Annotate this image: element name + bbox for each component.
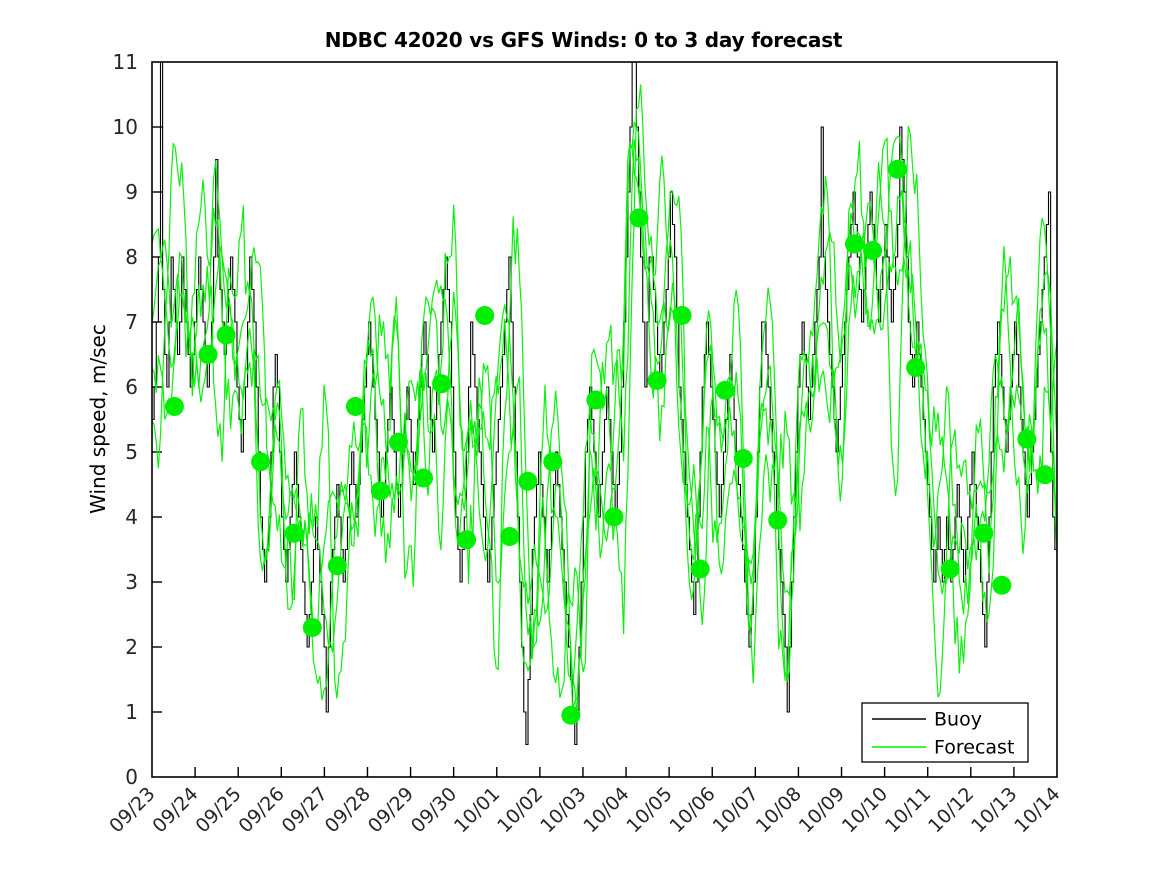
daily-mean-marker bbox=[414, 468, 433, 488]
y-tick-label: 6 bbox=[125, 375, 138, 399]
x-tick-label: 09/23 bbox=[105, 783, 159, 837]
daily-mean-marker bbox=[164, 397, 184, 416]
daily-mean-marker bbox=[543, 452, 563, 472]
daily-mean-marker bbox=[733, 449, 753, 468]
y-tick-label: 3 bbox=[125, 570, 138, 594]
x-tick-label: 09/30 bbox=[407, 783, 461, 837]
daily-mean-marker bbox=[940, 559, 960, 579]
x-tick-label: 09/27 bbox=[278, 783, 332, 837]
daily-mean-marker bbox=[888, 159, 908, 179]
legend-label-forecast: Forecast bbox=[934, 737, 1014, 759]
forecast-trace-lead-3 bbox=[152, 84, 1057, 699]
x-tick-label: 10/01 bbox=[450, 783, 504, 837]
daily-mean-marker bbox=[768, 510, 788, 530]
forecast-series-lines bbox=[152, 84, 1057, 716]
y-axis-ticks: 0 1 2 3 4 5 6 7 8 9 10 11 bbox=[113, 50, 162, 789]
daily-mean-marker bbox=[863, 241, 883, 260]
daily-mean-marker bbox=[327, 556, 347, 576]
daily-mean-marker bbox=[389, 432, 408, 452]
daily-mean-marker bbox=[216, 325, 236, 345]
daily-mean-marker bbox=[586, 390, 606, 410]
buoy-series-line bbox=[152, 62, 1057, 746]
y-tick-label: 7 bbox=[125, 310, 138, 334]
daily-mean-marker bbox=[690, 559, 710, 579]
daily-mean-marker bbox=[906, 358, 926, 377]
forecast-daily-mean-markers bbox=[164, 159, 1055, 725]
daily-mean-marker bbox=[457, 530, 477, 550]
x-tick-label: 09/29 bbox=[364, 783, 418, 837]
x-tick-label: 09/28 bbox=[321, 783, 375, 837]
chart-title: NDBC 42020 vs GFS Winds: 0 to 3 day fore… bbox=[324, 28, 843, 52]
forecast-trace-lead-1 bbox=[152, 121, 1057, 711]
x-tick-label: 10/14 bbox=[1010, 783, 1064, 837]
x-tick-label: 10/09 bbox=[795, 783, 849, 837]
y-tick-label: 2 bbox=[125, 635, 138, 659]
daily-mean-marker bbox=[198, 345, 218, 364]
legend-box bbox=[861, 702, 1029, 763]
daily-mean-marker bbox=[1017, 429, 1037, 449]
x-tick-label: 10/06 bbox=[665, 783, 719, 837]
daily-mean-marker bbox=[844, 234, 864, 254]
x-tick-label: 10/02 bbox=[493, 783, 547, 837]
daily-mean-marker bbox=[475, 306, 495, 325]
y-tick-label: 1 bbox=[125, 700, 138, 724]
daily-mean-marker bbox=[604, 507, 624, 527]
forecast-trace-lead-2 bbox=[152, 136, 1057, 716]
daily-mean-marker bbox=[302, 618, 322, 637]
daily-mean-marker bbox=[715, 380, 735, 400]
daily-mean-marker bbox=[345, 397, 365, 416]
daily-mean-marker bbox=[432, 374, 452, 394]
daily-mean-marker bbox=[647, 371, 667, 390]
daily-mean-marker bbox=[561, 705, 581, 725]
daily-mean-marker bbox=[1035, 465, 1055, 485]
y-tick-label: 9 bbox=[125, 180, 138, 204]
x-tick-label: 09/25 bbox=[191, 783, 245, 837]
daily-mean-marker bbox=[672, 306, 692, 325]
daily-mean-marker bbox=[518, 471, 538, 491]
x-tick-label: 09/24 bbox=[148, 783, 202, 837]
daily-mean-marker bbox=[284, 523, 304, 543]
x-tick-label: 09/26 bbox=[235, 783, 289, 837]
legend-label-buoy: Buoy bbox=[934, 709, 982, 731]
daily-mean-marker bbox=[992, 575, 1012, 595]
daily-mean-marker bbox=[370, 481, 390, 501]
y-tick-label: 11 bbox=[113, 50, 138, 74]
x-tick-label: 10/08 bbox=[752, 783, 806, 837]
x-tick-label: 10/07 bbox=[709, 783, 763, 837]
y-tick-label: 4 bbox=[125, 505, 138, 529]
x-tick-label: 10/05 bbox=[622, 783, 676, 837]
x-tick-label: 10/11 bbox=[881, 783, 935, 837]
x-tick-label: 10/10 bbox=[838, 783, 892, 837]
x-tick-label: 10/03 bbox=[536, 783, 590, 837]
y-tick-label: 0 bbox=[125, 765, 138, 789]
x-tick-label: 10/04 bbox=[579, 783, 633, 837]
daily-mean-marker bbox=[629, 208, 649, 228]
y-tick-label: 5 bbox=[125, 440, 138, 464]
legend: Buoy Forecast bbox=[861, 702, 1029, 763]
plot-border bbox=[151, 61, 1058, 778]
y-tick-label: 10 bbox=[113, 115, 138, 139]
daily-mean-marker bbox=[974, 523, 994, 543]
daily-mean-marker bbox=[251, 452, 271, 472]
x-tick-label: 10/13 bbox=[967, 783, 1021, 837]
y-tick-label: 8 bbox=[125, 245, 138, 269]
x-tick-label: 10/12 bbox=[924, 783, 978, 837]
daily-mean-marker bbox=[500, 527, 520, 546]
